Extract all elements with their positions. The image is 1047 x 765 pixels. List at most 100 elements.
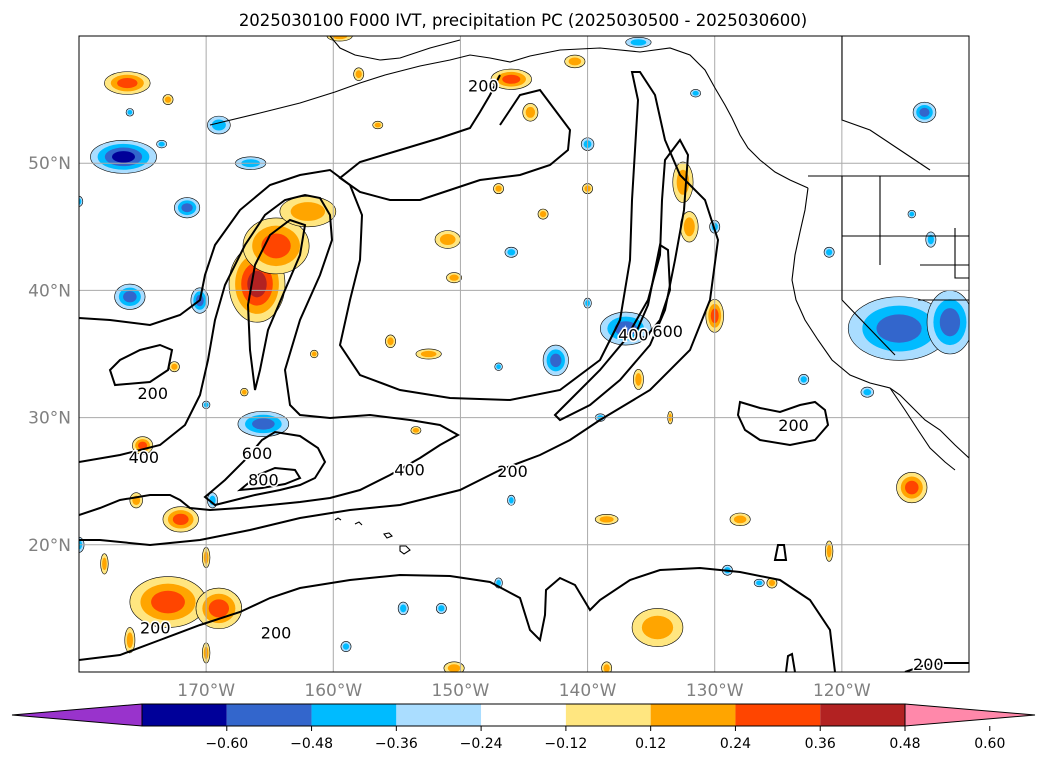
precip-level--4	[112, 151, 135, 163]
precip-level--2	[909, 211, 915, 217]
precip-feature	[242, 217, 310, 275]
ivt-contour-label: 200	[137, 384, 168, 403]
precip-feature	[907, 209, 916, 219]
precip-feature	[397, 601, 409, 616]
precip-feature	[522, 103, 539, 122]
precip-level-2	[495, 185, 502, 192]
precip-level--2	[438, 605, 445, 612]
precip-level--3	[550, 353, 562, 368]
precip-level-2	[412, 427, 420, 433]
figure-title: 2025030100 F000 IVT, precipitation PC (2…	[239, 11, 807, 30]
precip-level--2	[630, 39, 647, 46]
colorbar-tick-label: 0.12	[635, 736, 666, 752]
colorbar-tick-label: −0.48	[290, 736, 333, 752]
precip-level--2	[507, 249, 516, 256]
precip-feature	[240, 388, 249, 397]
precip-feature	[729, 512, 751, 527]
precip-level--2	[342, 643, 350, 650]
ivt-contour-600-east	[633, 243, 672, 340]
colorbar: −0.60 −0.48 −0.36 −0.24 −0.12 0.12 0.24 0.36 0.4…	[11, 703, 1036, 752]
colorbar-segment	[650, 704, 736, 726]
ivt-contour-label: 400	[618, 326, 649, 345]
precip-level--2	[508, 497, 514, 504]
precip-level--2	[79, 198, 82, 205]
colorbar-tick-label: −0.36	[375, 736, 418, 752]
colorbar-segment	[142, 704, 227, 726]
colorbar-tick-label: −0.12	[544, 736, 587, 752]
lon-label: 130°W	[686, 681, 744, 701]
precip-level--2	[496, 364, 501, 370]
precip-level--3	[939, 308, 961, 337]
precip-feature	[340, 641, 352, 652]
precip-level-3	[117, 77, 138, 89]
precip-level--3	[252, 418, 275, 430]
precip-feature	[132, 436, 154, 455]
precip-feature	[125, 108, 134, 117]
precip-level-2	[102, 557, 107, 571]
precip-level-2	[387, 337, 394, 346]
precip-level-2	[768, 579, 776, 587]
colorbar-extend-high	[904, 703, 1036, 727]
precip-level-2	[449, 274, 459, 281]
ivt-contour-200-west	[108, 343, 174, 387]
precip-feature	[925, 231, 937, 248]
precip-feature	[195, 587, 243, 630]
precip-feature	[410, 426, 422, 435]
precip-feature	[100, 553, 109, 575]
precip-feature	[446, 272, 463, 284]
lat-label: 40°N	[28, 281, 71, 301]
colorbar-segment	[396, 704, 482, 726]
precip-feature	[766, 577, 778, 589]
precip-level--2	[826, 249, 833, 256]
precip-feature	[860, 386, 874, 398]
lat-label: 20°N	[28, 536, 71, 556]
precip-feature	[926, 290, 969, 355]
precip-level--2	[127, 109, 133, 115]
ivt-contour-label: 400	[129, 448, 160, 467]
precip-level-3	[172, 513, 189, 526]
precip-feature	[385, 334, 396, 348]
precip-feature	[168, 361, 180, 373]
ivt-contour-label: 600	[242, 444, 273, 463]
precip-feature	[625, 36, 652, 48]
precip-level--2	[927, 234, 934, 245]
precip-level-2	[311, 351, 317, 357]
precip-level-3	[138, 441, 148, 450]
colorbar-segment	[481, 704, 566, 726]
precip-feature	[594, 513, 619, 525]
precip-level--3	[919, 107, 930, 117]
precip-feature	[490, 68, 532, 90]
precip-feature	[435, 603, 447, 614]
colorbar-tick-label: 0.36	[805, 736, 836, 752]
baja-coast	[889, 387, 956, 471]
north-america-west-coast	[791, 187, 969, 459]
lat-label: 50°N	[28, 154, 71, 174]
lon-label: 150°W	[432, 681, 490, 701]
precip-feature	[537, 208, 549, 220]
precip-level-3	[261, 233, 291, 259]
precip-feature	[174, 197, 201, 219]
precip-feature	[162, 506, 199, 533]
alaska-aleutian-coast	[209, 47, 809, 189]
ivt-contour-label: 200	[261, 623, 292, 642]
precip-level--3	[181, 203, 193, 213]
precip-level-2	[439, 234, 456, 245]
colorbar-outline	[141, 703, 906, 727]
precip-level--3	[614, 321, 638, 336]
precip-feature	[493, 183, 504, 195]
colorbar-segment	[820, 704, 905, 726]
precip-feature	[601, 661, 613, 672]
precip-level--2	[800, 376, 807, 383]
precip-level-2	[355, 70, 362, 79]
precip-level-3	[502, 74, 521, 84]
colorbar-segment	[226, 704, 312, 726]
precip-level-2	[568, 57, 582, 66]
latitude-labels: 20°N 30°N 40°N 50°N	[28, 154, 71, 556]
precipitation-pc-fill	[79, 36, 969, 672]
coastlines	[209, 36, 969, 555]
precip-level-2	[539, 210, 547, 218]
ivt-contour-200-pacific-north	[338, 74, 572, 201]
ivt-contour-label: 200	[497, 462, 528, 481]
precip-feature	[753, 578, 765, 588]
